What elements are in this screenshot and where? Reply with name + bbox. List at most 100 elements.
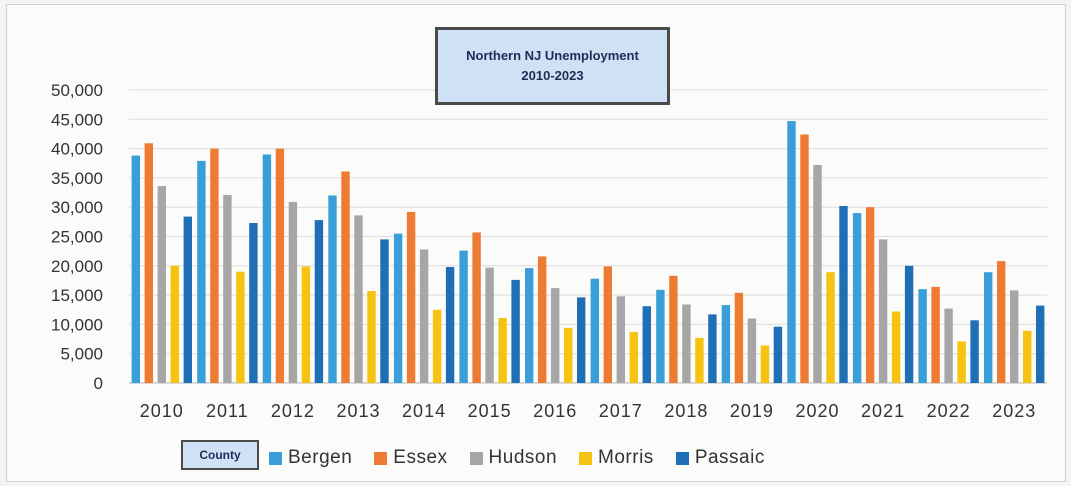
bar-passaic-2015 bbox=[511, 279, 520, 383]
x-tick-label: 2023 bbox=[992, 401, 1036, 421]
x-tick-label: 2019 bbox=[730, 401, 774, 421]
bar-morris-2022 bbox=[957, 341, 966, 383]
bar-hudson-2016 bbox=[551, 288, 560, 383]
bar-bergen-2015 bbox=[459, 250, 468, 383]
bar-essex-2015 bbox=[472, 232, 481, 383]
y-tick-label: 50,000 bbox=[51, 81, 103, 100]
bar-passaic-2018 bbox=[708, 314, 717, 383]
legend-item-bergen: Bergen bbox=[269, 447, 352, 469]
bar-hudson-2017 bbox=[616, 296, 625, 383]
x-tick-label: 2010 bbox=[140, 401, 184, 421]
chart-title-box: Northern NJ Unemployment 2010-2023 bbox=[435, 27, 670, 105]
x-tick-label: 2011 bbox=[206, 401, 249, 421]
bar-morris-2021 bbox=[891, 311, 901, 383]
y-tick-label: 30,000 bbox=[51, 198, 103, 217]
x-tick-label: 2014 bbox=[402, 401, 446, 421]
bar-morris-2013 bbox=[367, 291, 376, 383]
bar-bergen-2022 bbox=[918, 289, 927, 383]
legend-item-hudson: Hudson bbox=[469, 447, 558, 469]
y-tick-label: 20,000 bbox=[51, 257, 103, 276]
bar-morris-2023 bbox=[1023, 330, 1032, 383]
bar-hudson-2022 bbox=[944, 308, 953, 383]
bar-essex-2019 bbox=[734, 292, 744, 383]
bar-morris-2018 bbox=[695, 337, 704, 383]
bar-passaic-2022 bbox=[970, 320, 979, 383]
y-tick-label: 40,000 bbox=[51, 140, 103, 159]
bar-passaic-2012 bbox=[314, 220, 324, 383]
y-tick-label: 15,000 bbox=[51, 286, 103, 305]
legend-item-passaic: Passaic bbox=[675, 447, 765, 469]
bar-essex-2011 bbox=[210, 148, 219, 383]
bar-morris-2014 bbox=[432, 309, 442, 384]
legend-swatch bbox=[469, 451, 483, 465]
chart-title: Northern NJ Unemployment bbox=[466, 48, 639, 63]
y-tick-label: 10,000 bbox=[51, 315, 103, 334]
legend-swatch bbox=[675, 451, 689, 465]
x-tick-label: 2022 bbox=[927, 401, 971, 421]
bar-essex-2017 bbox=[603, 266, 612, 383]
x-tick-label: 2020 bbox=[795, 401, 839, 421]
legend-swatch bbox=[269, 451, 282, 465]
bar-essex-2014 bbox=[406, 211, 416, 383]
bar-bergen-2018 bbox=[656, 289, 665, 383]
bar-hudson-2015 bbox=[485, 267, 494, 383]
x-tick-label: 2015 bbox=[468, 401, 512, 421]
bars bbox=[131, 121, 1045, 384]
x-tick-label: 2013 bbox=[336, 401, 380, 421]
bar-passaic-2019 bbox=[773, 326, 783, 383]
bar-essex-2016 bbox=[538, 256, 547, 383]
x-tick-label: 2021 bbox=[861, 401, 905, 421]
legend-label: Hudson bbox=[488, 447, 558, 468]
bar-passaic-2020 bbox=[839, 206, 848, 383]
bar-hudson-2021 bbox=[878, 239, 888, 383]
bar-bergen-2017 bbox=[590, 278, 599, 383]
bar-essex-2022 bbox=[931, 286, 940, 383]
bar-bergen-2016 bbox=[525, 268, 534, 383]
bar-essex-2018 bbox=[669, 275, 678, 383]
bar-morris-2010 bbox=[170, 265, 179, 383]
bar-hudson-2014 bbox=[419, 249, 429, 383]
bar-essex-2012 bbox=[275, 148, 285, 383]
bar-essex-2020 bbox=[800, 134, 809, 383]
bar-morris-2017 bbox=[629, 332, 638, 383]
legend-label: Passaic bbox=[694, 447, 765, 468]
bar-hudson-2010 bbox=[157, 186, 166, 383]
bar-bergen-2023 bbox=[984, 272, 993, 383]
bar-passaic-2013 bbox=[380, 239, 389, 383]
bar-bergen-2020 bbox=[787, 121, 796, 383]
bar-essex-2013 bbox=[341, 171, 350, 383]
bar-bergen-2011 bbox=[197, 160, 206, 383]
y-tick-label: 25,000 bbox=[51, 228, 103, 247]
legend-item-morris: Morris bbox=[579, 447, 654, 469]
bar-bergen-2021 bbox=[852, 213, 862, 383]
bar-essex-2010 bbox=[144, 143, 153, 383]
legend-label: Morris bbox=[598, 447, 654, 468]
bar-passaic-2014 bbox=[445, 267, 455, 383]
y-tick-label: 35,000 bbox=[51, 169, 103, 188]
bar-hudson-2019 bbox=[747, 318, 757, 383]
legend-title: County bbox=[181, 440, 259, 470]
legend-swatch bbox=[579, 451, 593, 465]
bar-passaic-2011 bbox=[249, 223, 258, 383]
legend-label: Bergen bbox=[288, 447, 353, 468]
bar-hudson-2023 bbox=[1010, 290, 1019, 383]
bar-hudson-2012 bbox=[288, 201, 298, 383]
x-tick-label: 2018 bbox=[664, 401, 708, 421]
bar-hudson-2018 bbox=[682, 304, 691, 383]
x-tick-label: 2012 bbox=[271, 401, 315, 421]
bar-bergen-2012 bbox=[262, 154, 272, 383]
chart-plot: 0 5,000 10,000 15,000 20,000 25,000 30,000 35,0… bbox=[51, 81, 1047, 421]
y-tick-label: 0 bbox=[94, 374, 103, 393]
bar-essex-2021 bbox=[865, 207, 875, 383]
y-axis-ticks: 0 5,000 10,000 15,000 20,000 25,000 30,000 35,0… bbox=[51, 81, 103, 393]
bar-morris-2011 bbox=[236, 271, 245, 383]
bar-passaic-2023 bbox=[1036, 305, 1045, 383]
bar-hudson-2020 bbox=[813, 165, 822, 383]
bar-morris-2019 bbox=[760, 345, 770, 383]
y-tick-label: 5,000 bbox=[60, 345, 103, 364]
bar-morris-2020 bbox=[826, 272, 835, 383]
bar-passaic-2021 bbox=[904, 265, 914, 383]
bar-morris-2016 bbox=[564, 327, 573, 383]
bar-morris-2015 bbox=[498, 318, 507, 383]
bar-bergen-2010 bbox=[131, 155, 140, 383]
